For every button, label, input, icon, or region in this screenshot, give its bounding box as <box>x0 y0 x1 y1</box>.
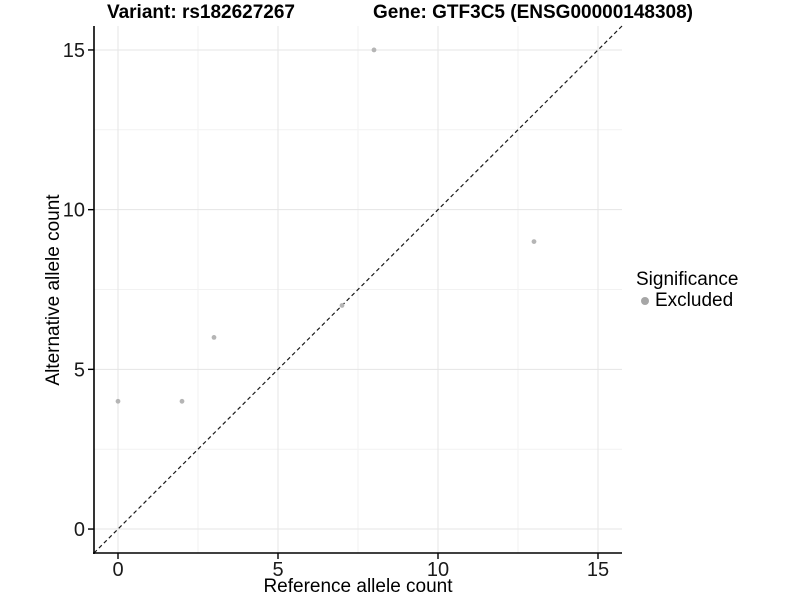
x-tick-label: 15 <box>587 559 609 581</box>
y-tick-label: 0 <box>74 519 85 541</box>
plot-title: Variant: rs182627267 Gene: GTF3C5 (ENSG0… <box>0 2 800 24</box>
x-tick-label: 0 <box>112 559 123 581</box>
legend-key-circle-icon <box>641 297 649 305</box>
y-axis-title: Alternative allele count <box>43 194 64 386</box>
legend-title: Significance <box>636 269 739 290</box>
y-tick-label: 5 <box>74 359 85 381</box>
legend-item-excluded: Excluded <box>633 291 798 311</box>
y-tick-label: 15 <box>63 40 85 62</box>
plot-title-gene: Gene: GTF3C5 (ENSG00000148308) <box>373 2 694 23</box>
data-point <box>211 335 217 340</box>
x-tick-label: 5 <box>272 559 283 581</box>
y-tick-label: 10 <box>63 200 85 222</box>
legend: Significance Excluded <box>633 269 798 311</box>
data-point <box>339 303 345 308</box>
data-point <box>115 398 121 404</box>
plot-title-variant: Variant: rs182627267 <box>106 2 296 23</box>
legend-item-label: Excluded <box>655 290 734 311</box>
identity-reference-line <box>93 25 623 554</box>
data-point <box>371 47 377 53</box>
data-point <box>179 398 185 404</box>
x-axis-title: Reference allele count <box>263 576 453 597</box>
data-point <box>531 239 537 244</box>
x-tick-label: 10 <box>427 559 449 581</box>
